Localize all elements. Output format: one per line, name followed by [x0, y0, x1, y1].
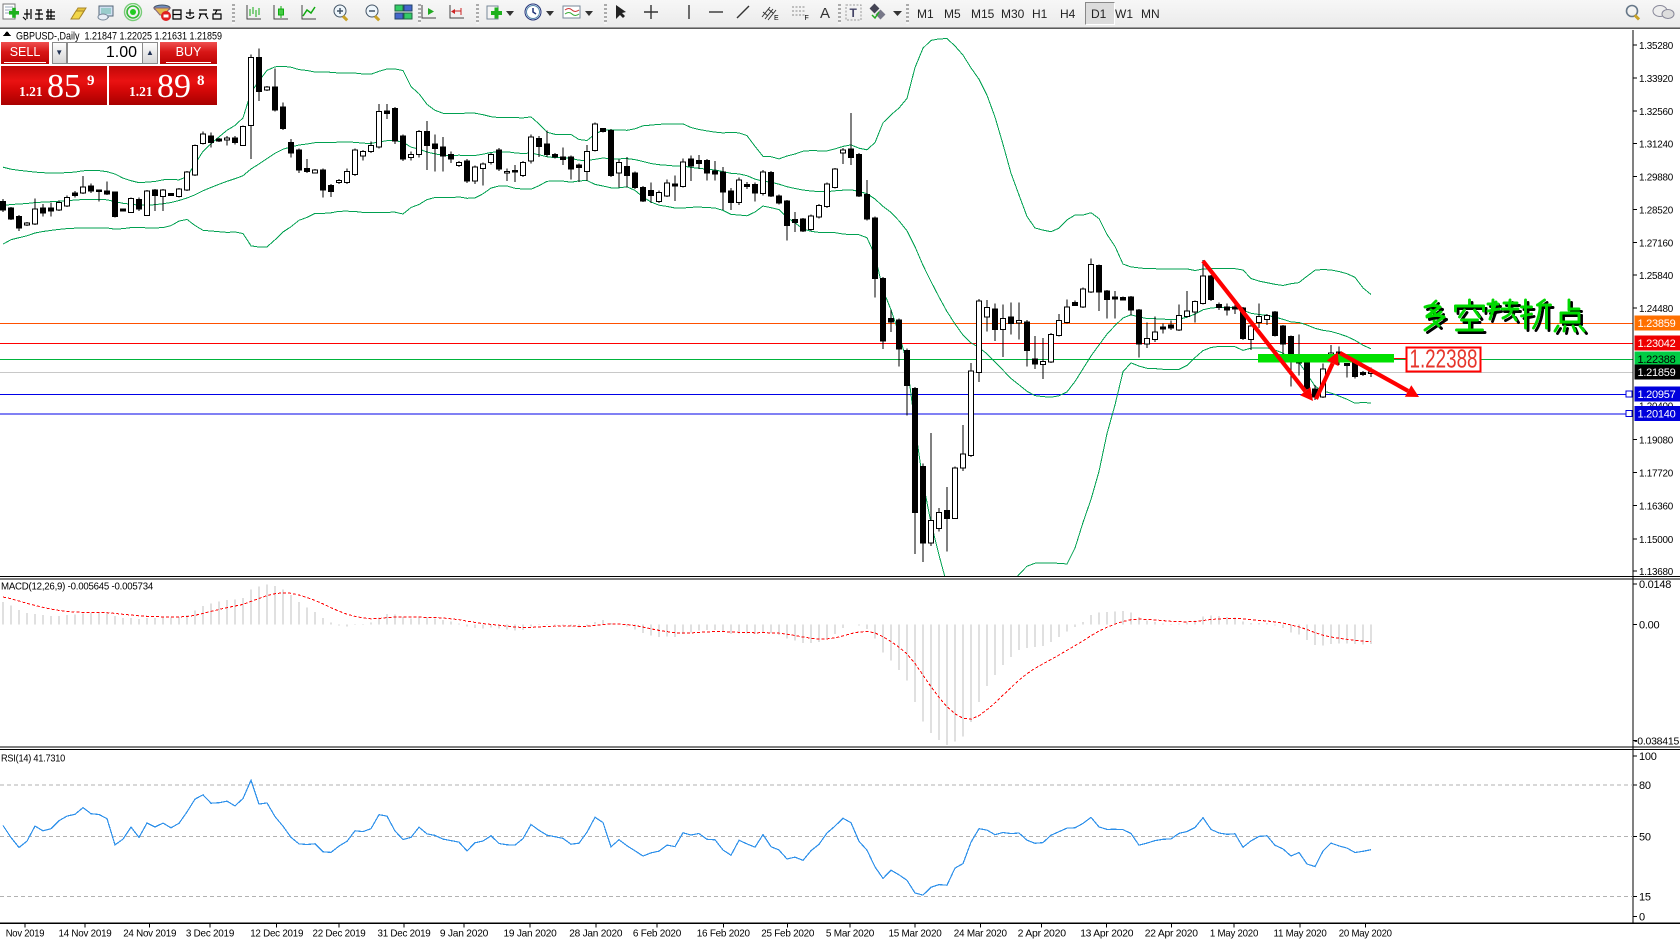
svg-text:1.16360: 1.16360 — [1639, 501, 1673, 513]
svg-text:1.23042: 1.23042 — [1638, 338, 1676, 350]
svg-text:0.00: 0.00 — [1639, 620, 1660, 632]
svg-text:1 May 2020: 1 May 2020 — [1210, 928, 1259, 940]
svg-text:11 May 2020: 11 May 2020 — [1273, 928, 1326, 940]
svg-text:1.22388: 1.22388 — [1410, 346, 1478, 374]
svg-text:1.29880: 1.29880 — [1639, 172, 1673, 184]
svg-text:1.33920: 1.33920 — [1639, 73, 1673, 85]
svg-text:9 Jan 2020: 9 Jan 2020 — [440, 928, 489, 940]
svg-text:22 Dec 2019: 22 Dec 2019 — [312, 928, 365, 940]
svg-text:25 Feb 2020: 25 Feb 2020 — [761, 928, 814, 940]
svg-text:100: 100 — [1639, 751, 1657, 763]
svg-text:1.21859: 1.21859 — [1638, 367, 1676, 379]
svg-text:15: 15 — [1639, 891, 1651, 903]
svg-text:F: F — [805, 15, 809, 22]
svg-text:A: A — [820, 5, 830, 22]
svg-text:RSI(14) 41.7310: RSI(14) 41.7310 — [1, 753, 65, 765]
svg-text:1.24480: 1.24480 — [1639, 303, 1673, 315]
svg-text:80: 80 — [1639, 780, 1651, 792]
svg-text:31 Dec 2019: 31 Dec 2019 — [377, 928, 430, 940]
svg-text:22 Apr 2020: 22 Apr 2020 — [1145, 928, 1198, 940]
svg-text:28 Jan 2020: 28 Jan 2020 — [569, 928, 622, 940]
svg-text:GBPUSD-,Daily 1.21847 1.22025: GBPUSD-,Daily 1.21847 1.22025 1.21631 1.… — [16, 31, 222, 43]
svg-text:-0.038415: -0.038415 — [1634, 736, 1679, 748]
svg-text:12 Dec 2019: 12 Dec 2019 — [250, 928, 303, 940]
svg-text:50: 50 — [1639, 832, 1651, 844]
svg-text:1.27160: 1.27160 — [1639, 238, 1673, 250]
svg-text:0: 0 — [1639, 912, 1645, 924]
svg-text:1.17720: 1.17720 — [1639, 468, 1673, 480]
svg-text:1.15000: 1.15000 — [1639, 534, 1673, 546]
svg-text:1.28520: 1.28520 — [1639, 205, 1673, 217]
svg-text:1.32560: 1.32560 — [1639, 106, 1673, 118]
svg-text:1.25840: 1.25840 — [1639, 270, 1673, 282]
svg-text:15 Mar 2020: 15 Mar 2020 — [888, 928, 941, 940]
svg-text:1.20140: 1.20140 — [1638, 409, 1676, 421]
svg-text:1.22388: 1.22388 — [1638, 354, 1676, 366]
svg-text:3 Dec 2019: 3 Dec 2019 — [186, 928, 235, 940]
svg-text:Nov 2019: Nov 2019 — [6, 928, 45, 940]
svg-text:1.20957: 1.20957 — [1638, 389, 1676, 401]
svg-text:16 Feb 2020: 16 Feb 2020 — [697, 928, 750, 940]
svg-text:1.31240: 1.31240 — [1639, 138, 1673, 150]
svg-text:0.0148: 0.0148 — [1639, 579, 1671, 591]
svg-text:MACD(12,26,9) -0.005645 -0.005: MACD(12,26,9) -0.005645 -0.005734 — [1, 581, 153, 593]
svg-text:13 Apr 2020: 13 Apr 2020 — [1080, 928, 1133, 940]
svg-text:1.23859: 1.23859 — [1638, 318, 1676, 330]
svg-text:14 Nov 2019: 14 Nov 2019 — [58, 928, 111, 940]
svg-text:1.19080: 1.19080 — [1639, 435, 1673, 447]
svg-text:24 Nov 2019: 24 Nov 2019 — [123, 928, 176, 940]
svg-text:1.35280: 1.35280 — [1639, 40, 1673, 52]
svg-text:20 May 2020: 20 May 2020 — [1339, 928, 1392, 940]
svg-text:1.13680: 1.13680 — [1639, 566, 1673, 578]
svg-text:24 Mar 2020: 24 Mar 2020 — [954, 928, 1007, 940]
svg-text:T: T — [850, 6, 858, 20]
svg-text:19 Jan 2020: 19 Jan 2020 — [503, 928, 556, 940]
svg-text:E: E — [774, 15, 779, 22]
svg-text:5 Mar 2020: 5 Mar 2020 — [826, 928, 875, 940]
svg-text:2 Apr 2020: 2 Apr 2020 — [1018, 928, 1067, 940]
svg-text:6 Feb 2020: 6 Feb 2020 — [633, 928, 682, 940]
